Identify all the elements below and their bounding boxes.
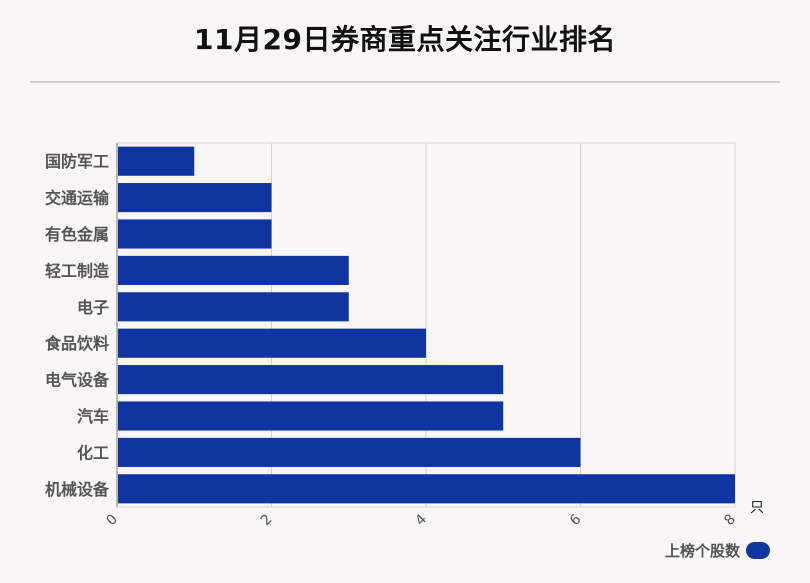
x-tick-label: 0	[103, 511, 121, 529]
x-tick-label: 6	[567, 511, 585, 529]
bar	[118, 437, 581, 467]
x-unit-label: 只	[750, 500, 764, 516]
bar	[118, 219, 272, 249]
category-label: 交通运输	[45, 189, 110, 208]
category-label: 电气设备	[45, 371, 110, 390]
bar	[118, 183, 272, 213]
category-label: 汽车	[77, 407, 109, 426]
bar	[118, 255, 349, 285]
title-divider	[30, 81, 780, 83]
bar	[118, 474, 735, 504]
legend: 上榜个股数	[665, 540, 770, 561]
category-label: 机械设备	[45, 480, 110, 499]
bar	[118, 292, 349, 322]
x-tick-label: 4	[412, 511, 430, 529]
bar	[118, 146, 195, 176]
legend-swatch	[746, 542, 770, 559]
x-tick-label: 2	[258, 511, 276, 529]
bar	[118, 401, 504, 431]
category-label: 化工	[77, 443, 109, 462]
category-label: 国防军工	[45, 152, 109, 171]
category-label: 食品饮料	[44, 334, 109, 353]
bar-layer	[118, 146, 735, 504]
chart-title: 11月29日券商重点关注行业排名	[194, 23, 616, 56]
category-label: 电子	[77, 298, 109, 317]
x-tick-label: 8	[721, 511, 739, 529]
category-label: 轻工制造	[45, 261, 110, 280]
category-label: 有色金属	[45, 225, 109, 244]
bar	[118, 365, 504, 395]
legend-label: 上榜个股数	[664, 542, 740, 560]
tick-label-layer: 0 2 4 6 8只	[103, 500, 764, 529]
bar	[118, 328, 426, 358]
